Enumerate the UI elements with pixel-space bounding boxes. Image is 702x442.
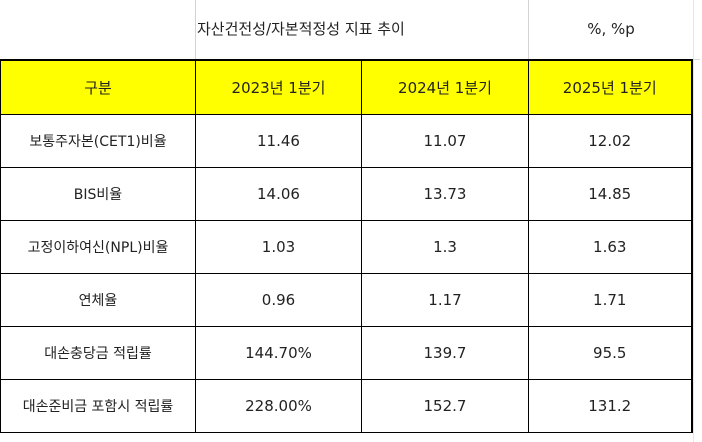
value-cell[interactable]: 13.73 (361, 167, 529, 221)
row-label-cell[interactable]: BIS비율 (0, 167, 196, 221)
row-label-cell[interactable]: 보통주자본(CET1)비율 (0, 114, 196, 168)
value-cell[interactable]: 152.7 (361, 379, 529, 433)
column-gridline (693, 0, 694, 442)
header-cell-category[interactable]: 구분 (0, 59, 196, 115)
value-cell[interactable]: 95.5 (528, 326, 693, 380)
value-cell[interactable]: 144.70% (195, 326, 362, 380)
sheet-title-cell[interactable]: 자산건전성/자본적정성 지표 추이 (197, 20, 405, 38)
value-cell[interactable]: 11.46 (195, 114, 362, 168)
table-row: 고정이하여신(NPL)비율 1.03 1.3 1.63 (0, 220, 693, 274)
value-cell[interactable]: 11.07 (361, 114, 529, 168)
row-label-cell[interactable]: 고정이하여신(NPL)비율 (0, 220, 196, 274)
row-label-cell[interactable]: 대손준비금 포함시 적립률 (0, 379, 196, 433)
table-row: BIS비율 14.06 13.73 14.85 (0, 167, 693, 221)
table-row: 대손충당금 적립률 144.70% 139.7 95.5 (0, 326, 693, 380)
unit-cell[interactable]: %, %p (587, 20, 635, 38)
value-cell[interactable]: 1.3 (361, 220, 529, 274)
value-cell[interactable]: 12.02 (528, 114, 693, 168)
value-cell[interactable]: 1.71 (528, 273, 693, 327)
row-label-cell[interactable]: 대손충당금 적립률 (0, 326, 196, 380)
table-row: 대손준비금 포함시 적립률 228.00% 152.7 131.2 (0, 379, 693, 433)
value-cell[interactable]: 14.06 (195, 167, 362, 221)
value-cell[interactable]: 1.17 (361, 273, 529, 327)
value-cell[interactable]: 139.7 (361, 326, 529, 380)
value-cell[interactable]: 228.00% (195, 379, 362, 433)
cell-divider (195, 0, 196, 59)
row-label-cell[interactable]: 연체율 (0, 273, 196, 327)
value-cell[interactable]: 14.85 (528, 167, 693, 221)
value-cell[interactable]: 1.03 (195, 220, 362, 274)
cell-divider (528, 0, 529, 59)
indicator-table: 구분 2023년 1분기 2024년 1분기 2025년 1분기 보통주자본(C… (0, 59, 693, 433)
header-cell-2025q1[interactable]: 2025년 1분기 (528, 59, 693, 115)
value-cell[interactable]: 0.96 (195, 273, 362, 327)
table-row: 보통주자본(CET1)비율 11.46 11.07 12.02 (0, 114, 693, 168)
table-row: 연체율 0.96 1.17 1.71 (0, 273, 693, 327)
value-cell[interactable]: 131.2 (528, 379, 693, 433)
header-cell-2024q1[interactable]: 2024년 1분기 (361, 59, 529, 115)
value-cell[interactable]: 1.63 (528, 220, 693, 274)
header-cell-2023q1[interactable]: 2023년 1분기 (195, 59, 362, 115)
title-row: 자산건전성/자본적정성 지표 추이 %, %p (0, 0, 700, 60)
table-header-row: 구분 2023년 1분기 2024년 1분기 2025년 1분기 (0, 59, 693, 115)
